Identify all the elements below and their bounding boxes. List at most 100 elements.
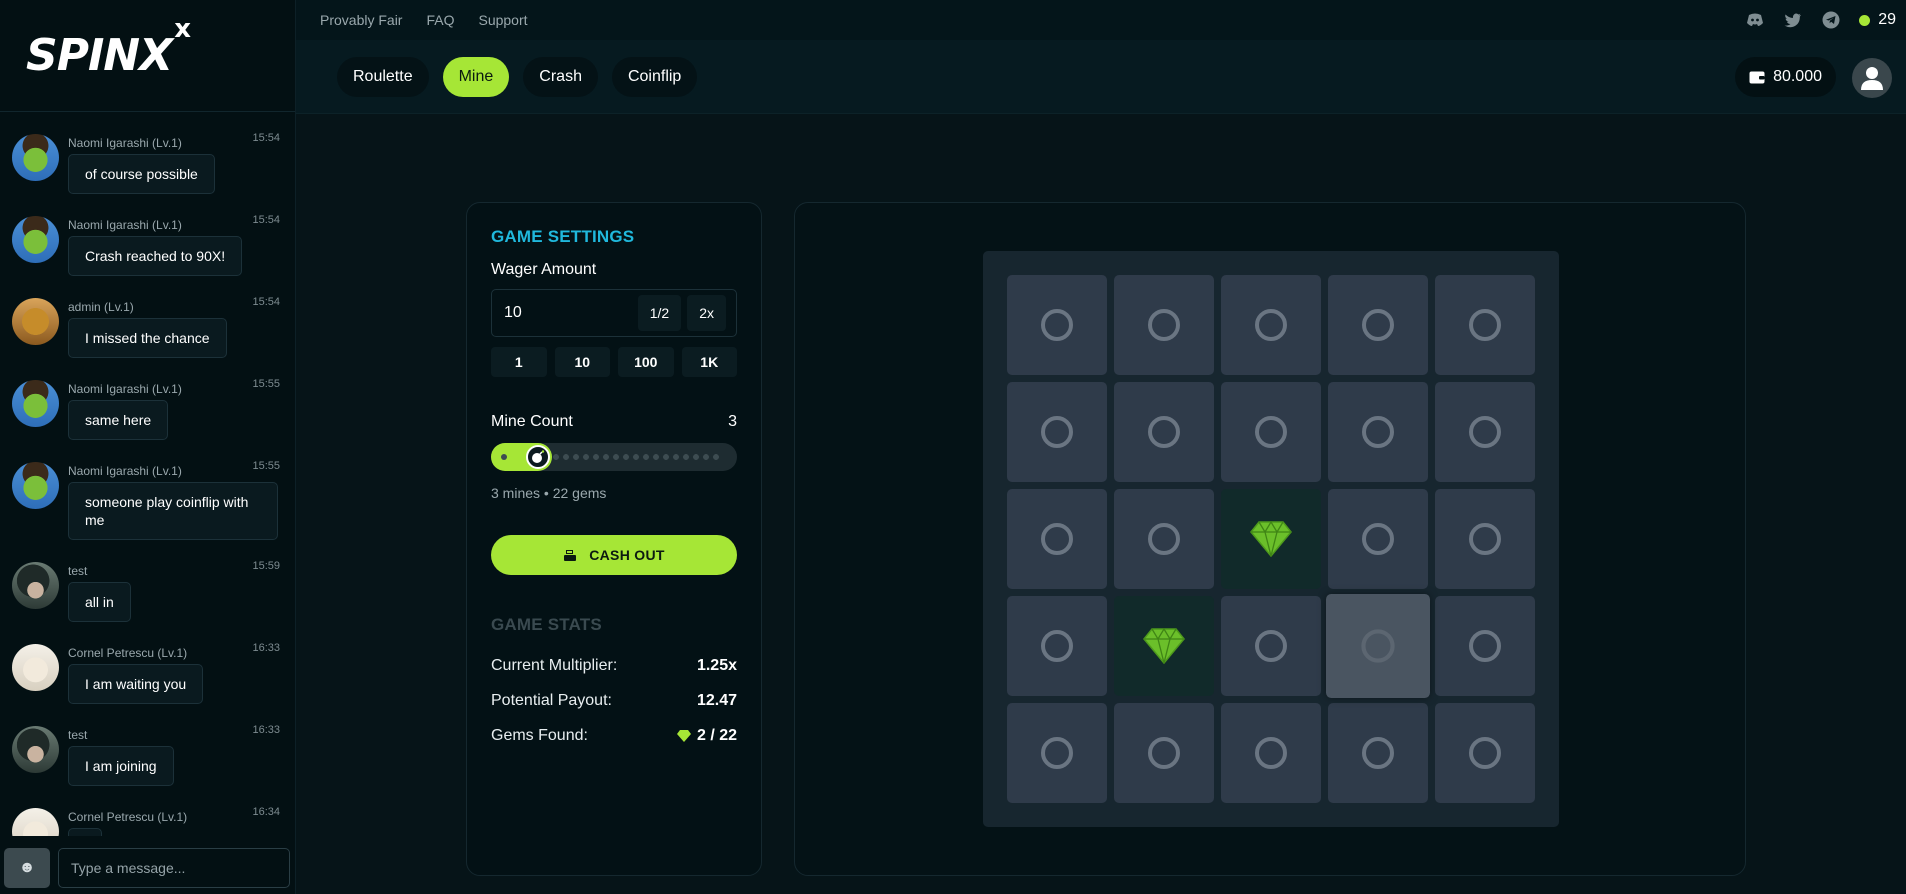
mine-tile[interactable] [1114,489,1214,589]
chat-username[interactable]: Naomi Igarashi (Lv.1) [68,218,182,232]
chat-username[interactable]: Naomi Igarashi (Lv.1) [68,136,182,150]
mine-count-slider[interactable] [491,443,737,471]
quick-amount-1k[interactable]: 1K [681,347,737,377]
mine-tile[interactable] [1328,489,1428,589]
mine-count-label: Mine Count [491,413,573,430]
chat-message-list[interactable]: Naomi Igarashi (Lv.1) 15:54 of course poss… [0,124,288,836]
bomb-icon [532,450,545,463]
quick-amount-1[interactable]: 1 [491,347,547,377]
mine-tile[interactable] [1435,275,1535,375]
mine-tile[interactable] [1007,275,1107,375]
chat-bubble: same here [68,400,169,440]
hidden-tile-icon [1362,523,1394,555]
hidden-tile-icon [1362,416,1394,448]
chat-username[interactable]: Naomi Igarashi (Lv.1) [68,382,182,396]
stat-multiplier: Current Multiplier: 1.25x [491,657,737,675]
mine-tile[interactable] [1007,703,1107,803]
mine-tile[interactable] [1328,703,1428,803]
avatar[interactable] [12,298,59,345]
mine-tile[interactable] [1221,703,1321,803]
mine-tile[interactable] [1221,275,1321,375]
double-wager-button[interactable]: 2x [687,295,726,331]
slider-handle[interactable] [526,445,550,469]
chat-message: Cornel Petrescu (Lv.1) 16:33 I am waiting … [12,634,288,716]
online-count: 29 [1878,11,1896,28]
game-nav: Roulette Mine Crash Coinflip 80.000 [296,40,1906,114]
chat-username[interactable]: Cornel Petrescu (Lv.1) [68,646,188,660]
chat-bubble: all in [68,582,131,622]
mine-tile[interactable] [1326,594,1430,698]
mine-count-row: Mine Count 3 [491,413,737,431]
quick-amount-10[interactable]: 10 [554,347,610,377]
gem-icon [1250,521,1292,557]
chat-username[interactable]: Naomi Igarashi (Lv.1) [68,464,182,478]
hidden-tile-icon [1469,523,1501,555]
telegram-icon[interactable] [1821,10,1841,30]
balance-display[interactable]: 80.000 [1735,57,1836,97]
chat-bubble: of course possible [68,154,215,194]
tab-mine[interactable]: Mine [442,56,510,97]
stat-gems: Gems Found: 2 / 22 [491,727,737,745]
hidden-tile-icon [1469,416,1501,448]
twitter-icon[interactable] [1783,10,1803,30]
avatar[interactable] [12,726,59,773]
tab-roulette[interactable]: Roulette [337,56,429,97]
avatar[interactable] [12,462,59,509]
chat-bubble: someone play coinflip with me [68,482,278,540]
mine-tile-gem[interactable] [1221,489,1321,589]
cash-out-button[interactable]: CASH OUT [491,535,737,575]
tab-crash[interactable]: Crash [523,56,598,97]
profile-button[interactable] [1852,58,1892,98]
mine-tile[interactable] [1435,382,1535,482]
quick-amount-100[interactable]: 100 [618,347,674,377]
balance-value: 80.000 [1773,68,1822,85]
chat-timestamp: 16:33 [252,724,280,736]
mine-info-text: 3 mines • 22 gems [491,485,607,501]
mine-tile[interactable] [1007,382,1107,482]
hidden-tile-icon [1041,523,1073,555]
stats-title: GAME STATS [491,615,602,634]
chat-message: test 15:59 all in [12,552,288,634]
avatar[interactable] [12,216,59,263]
mine-tile[interactable] [1435,596,1535,696]
mine-tile[interactable] [1328,382,1428,482]
chat-sidebar: SPINX x Naomi Igarashi (Lv.1) 15:54 of cour… [0,0,296,894]
support-link[interactable]: Support [478,12,528,28]
mine-tile[interactable] [1007,489,1107,589]
mine-tile[interactable] [1221,382,1321,482]
chat-username[interactable]: admin (Lv.1) [68,300,134,314]
avatar[interactable] [12,134,59,181]
chat-username[interactable]: test [68,728,88,742]
online-dot-icon [1859,14,1871,26]
game-stats: GAME STATS Current Multiplier: 1.25x Pot… [491,615,737,745]
avatar[interactable] [12,808,59,836]
mine-tile[interactable] [1221,596,1321,696]
mine-tile-gem[interactable] [1114,596,1214,696]
hidden-tile-icon [1362,737,1394,769]
mine-tile[interactable] [1114,382,1214,482]
mine-tile[interactable] [1114,703,1214,803]
wager-input[interactable]: 10 [504,304,522,321]
avatar[interactable] [12,644,59,691]
mine-tile[interactable] [1328,275,1428,375]
faq-link[interactable]: FAQ [426,12,455,28]
chat-username[interactable]: test [68,564,88,578]
half-wager-button[interactable]: 1/2 [637,295,682,331]
chat-username[interactable]: Cornel Petrescu (Lv.1) [68,810,188,824]
avatar[interactable] [12,380,59,427]
hidden-tile-icon [1469,309,1501,341]
emoji-icon: ☻ [18,859,36,876]
logo[interactable]: SPINX x [26,14,191,81]
mine-tile[interactable] [1114,275,1214,375]
tab-coinflip[interactable]: Coinflip [611,56,698,97]
wager-input-box[interactable]: 10 1/2 2x [491,289,737,337]
mine-tile[interactable] [1007,596,1107,696]
avatar[interactable] [12,562,59,609]
mine-tile[interactable] [1435,489,1535,589]
chat-message-input[interactable] [58,848,290,888]
hidden-tile-icon [1148,523,1180,555]
mine-tile[interactable] [1435,703,1535,803]
discord-icon[interactable] [1745,10,1765,30]
emoji-button[interactable]: ☻ [4,848,50,888]
provably-fair-link[interactable]: Provably Fair [320,12,403,28]
